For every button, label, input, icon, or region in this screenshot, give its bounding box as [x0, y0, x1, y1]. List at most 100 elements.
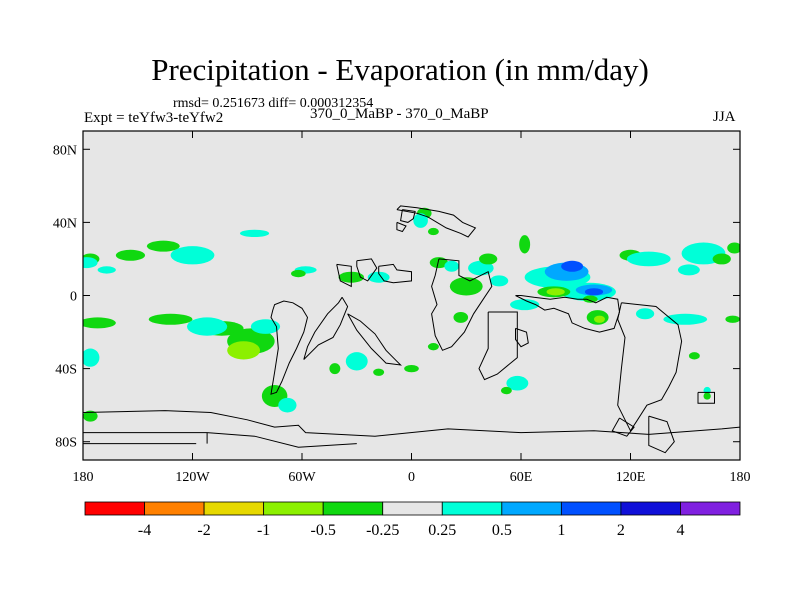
chart-subtitle: 370_0_MaBP - 370_0_MaBP — [310, 106, 489, 122]
colorbar-label: 0.5 — [492, 522, 512, 539]
contour-region-36 — [489, 275, 509, 287]
coastline-4 — [303, 297, 349, 360]
y-tick-label: 80S — [55, 436, 77, 451]
contour-region-10 — [170, 246, 215, 265]
contour-region-15 — [83, 348, 100, 367]
experiment-label: Expt = teYfw3-teYfw2 — [84, 110, 224, 126]
coastline-7 — [336, 263, 352, 288]
colorbar-swatch-2 — [203, 501, 265, 516]
contour-region-26 — [427, 227, 439, 236]
coastline-8 — [478, 311, 518, 381]
contour-region-31 — [427, 343, 439, 351]
coastline-16 — [83, 410, 740, 460]
coastlines — [83, 205, 740, 460]
y-axis-labels: 80N 40N 0 40S 80S — [53, 143, 77, 450]
x-tick-label: 180 — [73, 470, 94, 485]
contour-region-60 — [506, 375, 529, 391]
contour-region-57 — [677, 264, 700, 276]
contour-region-18 — [367, 271, 390, 283]
x-tick-label: 60E — [510, 470, 533, 485]
colorbar — [84, 501, 741, 516]
contour-region-54 — [727, 242, 740, 254]
season-label: JJA — [713, 109, 736, 125]
colorbar-label: 2 — [617, 522, 625, 539]
contour-region-35 — [479, 253, 498, 265]
coastline-10 — [617, 302, 683, 432]
colorbar-swatch-10 — [680, 501, 741, 516]
contour-region-63 — [703, 392, 711, 400]
contour-region-19 — [345, 352, 368, 371]
contour-region-41 — [561, 260, 584, 272]
contour-region-48 — [594, 315, 605, 323]
colorbar-labels: -4 -2 -1 -0.5 -0.25 0.25 0.5 1 2 4 — [138, 522, 685, 539]
contour-region-20 — [329, 363, 341, 375]
contour-region-61 — [500, 386, 512, 395]
y-tick-label: 40N — [53, 216, 77, 231]
contour-region-0 — [83, 317, 116, 329]
stats-text: rmsd= 0.251673 diff= 0.000312354 — [173, 96, 374, 111]
colorbar-swatch-1 — [144, 501, 205, 516]
colorbar-label: -4 — [138, 522, 151, 539]
colorbar-swatch-0 — [84, 501, 145, 516]
x-tick-label: 0 — [408, 470, 415, 485]
contour-region-3 — [187, 317, 228, 336]
colorbar-label: -2 — [197, 522, 210, 539]
contour-region-11 — [83, 257, 98, 269]
colorbar-label: 0.25 — [428, 522, 456, 539]
x-tick-label: 60W — [288, 470, 316, 485]
contour-region-37 — [510, 299, 540, 311]
contour-region-55 — [663, 313, 708, 325]
contour-region-33 — [373, 368, 385, 376]
contour-regions — [83, 207, 740, 422]
coastline-12 — [648, 415, 675, 454]
contour-region-29 — [449, 277, 483, 296]
coastline-1 — [431, 258, 493, 351]
contour-region-32 — [404, 364, 419, 373]
coastline-3 — [270, 300, 309, 395]
contour-region-51 — [626, 251, 671, 267]
contour-region-25 — [413, 213, 428, 228]
contour-region-44 — [584, 288, 604, 296]
x-axis-labels: 180 120W 60W 0 60E 120E 180 — [73, 470, 751, 485]
coastline-14 — [400, 209, 416, 223]
contour-region-12 — [97, 266, 116, 274]
contour-region-23 — [83, 410, 98, 422]
contour-region-8 — [115, 249, 146, 261]
colorbar-swatch-4 — [322, 501, 384, 516]
contour-region-9 — [146, 240, 180, 252]
coastline-13 — [697, 391, 715, 404]
colorbar-swatch-5 — [382, 501, 443, 516]
colorbar-label: 1 — [557, 522, 565, 539]
x-tick-label: 180 — [730, 470, 751, 485]
contour-region-38 — [519, 235, 531, 254]
contour-region-22 — [278, 397, 297, 413]
contour-region-6 — [250, 319, 281, 334]
contour-region-56 — [725, 315, 740, 323]
colorbar-label: 4 — [676, 522, 684, 539]
axis-ticks — [82, 131, 741, 460]
y-tick-label: 40S — [55, 363, 77, 378]
colorbar-swatch-3 — [263, 501, 324, 516]
colorbar-label: -0.5 — [311, 522, 336, 539]
colorbar-swatch-9 — [620, 501, 681, 516]
colorbar-swatch-7 — [501, 501, 562, 516]
x-tick-label: 120W — [175, 470, 210, 485]
contour-region-27 — [429, 257, 448, 269]
y-tick-label: 80N — [53, 143, 77, 158]
contour-region-46 — [546, 288, 565, 296]
contour-region-30 — [453, 311, 469, 323]
coastline-2 — [396, 205, 477, 238]
y-tick-label: 0 — [70, 290, 77, 305]
coastline-6 — [356, 258, 378, 282]
colorbar-label: -0.25 — [366, 522, 399, 539]
coastline-17 — [83, 432, 357, 448]
contour-region-59 — [688, 352, 700, 360]
x-tick-label: 120E — [616, 470, 646, 485]
map-background — [83, 131, 740, 460]
coastline-5 — [347, 313, 402, 366]
coastline-15 — [396, 221, 407, 233]
colorbar-swatch-8 — [560, 501, 622, 516]
contour-region-1 — [148, 313, 193, 325]
contour-region-13 — [239, 229, 270, 238]
